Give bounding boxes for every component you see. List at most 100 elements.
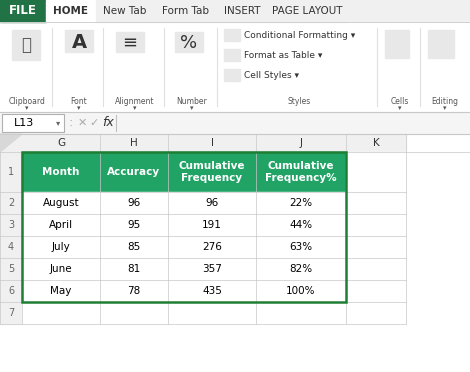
- Text: ▾: ▾: [25, 105, 29, 111]
- Bar: [0, 302, 22, 324]
- Text: 85: 85: [127, 242, 141, 252]
- Bar: [100, 214, 168, 236]
- Text: ✕: ✕: [77, 118, 86, 128]
- Bar: [0, 0, 46, 22]
- Text: 4: 4: [8, 242, 14, 252]
- Bar: [12, 30, 40, 60]
- Text: FILE: FILE: [9, 4, 37, 17]
- Text: K: K: [373, 138, 379, 148]
- Text: L13: L13: [14, 118, 34, 128]
- Text: ≡: ≡: [123, 34, 138, 52]
- Bar: [0, 214, 22, 236]
- Bar: [256, 302, 346, 324]
- Bar: [168, 152, 256, 192]
- Text: Font: Font: [70, 96, 87, 106]
- Bar: [22, 236, 100, 258]
- Bar: [0, 236, 22, 258]
- FancyBboxPatch shape: [2, 114, 64, 132]
- Bar: [100, 302, 168, 324]
- Bar: [256, 134, 346, 152]
- Bar: [346, 258, 406, 280]
- Bar: [0, 112, 470, 134]
- Text: 95: 95: [127, 220, 141, 230]
- Bar: [168, 134, 256, 152]
- Text: Cells: Cells: [391, 96, 409, 106]
- Bar: [96, 0, 154, 22]
- Text: Accuracy: Accuracy: [108, 167, 161, 177]
- Bar: [256, 280, 346, 302]
- Text: Cumulative
Frequency%: Cumulative Frequency%: [265, 161, 337, 183]
- Bar: [256, 214, 346, 236]
- Bar: [22, 280, 100, 302]
- Bar: [216, 0, 268, 22]
- Text: ▾: ▾: [133, 105, 137, 111]
- Text: Conditional Formatting ▾: Conditional Formatting ▾: [244, 31, 355, 39]
- Bar: [256, 236, 346, 258]
- Bar: [0, 258, 22, 280]
- Bar: [168, 236, 256, 258]
- Bar: [346, 192, 406, 214]
- Text: Alignment: Alignment: [115, 96, 155, 106]
- Text: 81: 81: [127, 264, 141, 274]
- Bar: [22, 192, 100, 214]
- Text: 357: 357: [202, 264, 222, 274]
- Text: H: H: [130, 138, 138, 148]
- Bar: [168, 280, 256, 302]
- Text: 3: 3: [8, 220, 14, 230]
- Text: 🗋: 🗋: [21, 36, 31, 54]
- Bar: [0, 0, 470, 22]
- Bar: [268, 0, 346, 22]
- Text: New Tab: New Tab: [103, 6, 147, 16]
- Bar: [0, 192, 22, 214]
- Bar: [0, 280, 22, 302]
- Bar: [346, 280, 406, 302]
- Text: 5: 5: [8, 264, 14, 274]
- Bar: [154, 0, 216, 22]
- Bar: [100, 152, 168, 192]
- Text: A: A: [71, 32, 86, 51]
- Bar: [346, 134, 406, 152]
- Bar: [116, 32, 144, 52]
- Bar: [385, 30, 409, 58]
- Bar: [428, 30, 454, 58]
- Polygon shape: [0, 134, 22, 152]
- Text: 7: 7: [8, 308, 14, 318]
- Bar: [175, 32, 203, 52]
- Text: 78: 78: [127, 286, 141, 296]
- Text: Cell Styles ▾: Cell Styles ▾: [244, 71, 299, 80]
- Text: Format as Table ▾: Format as Table ▾: [244, 51, 322, 60]
- Text: June: June: [50, 264, 72, 274]
- Text: J: J: [299, 138, 303, 148]
- Text: July: July: [52, 242, 70, 252]
- Bar: [22, 214, 100, 236]
- Text: 96: 96: [205, 198, 219, 208]
- Text: I: I: [211, 138, 213, 148]
- Bar: [46, 0, 96, 22]
- Bar: [168, 258, 256, 280]
- Bar: [22, 152, 100, 192]
- Bar: [346, 236, 406, 258]
- Text: HOME: HOME: [54, 6, 88, 16]
- Text: May: May: [50, 286, 72, 296]
- Bar: [100, 192, 168, 214]
- Bar: [0, 134, 470, 372]
- Bar: [224, 69, 240, 81]
- Bar: [256, 152, 346, 192]
- Text: 82%: 82%: [290, 264, 313, 274]
- Bar: [22, 258, 100, 280]
- Bar: [0, 22, 470, 112]
- Text: ▾: ▾: [190, 105, 194, 111]
- Bar: [224, 49, 240, 61]
- Bar: [65, 30, 93, 52]
- Text: 191: 191: [202, 220, 222, 230]
- Text: :: :: [69, 116, 73, 129]
- Text: Styles: Styles: [288, 96, 311, 106]
- Bar: [346, 152, 406, 192]
- Text: Cumulative
Frequency: Cumulative Frequency: [179, 161, 245, 183]
- Bar: [100, 258, 168, 280]
- Bar: [256, 258, 346, 280]
- Text: 100%: 100%: [286, 286, 316, 296]
- Bar: [0, 134, 22, 152]
- Text: ▾: ▾: [77, 105, 81, 111]
- Text: %: %: [180, 34, 197, 52]
